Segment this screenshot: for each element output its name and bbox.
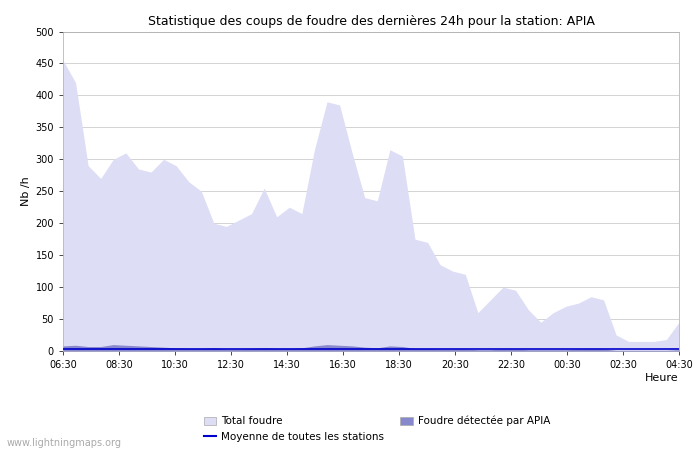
Y-axis label: Nb /h: Nb /h bbox=[21, 176, 32, 206]
Title: Statistique des coups de foudre des dernières 24h pour la station: APIA: Statistique des coups de foudre des dern… bbox=[148, 14, 594, 27]
Text: Heure: Heure bbox=[645, 374, 679, 383]
Legend: Total foudre, Moyenne de toutes les stations, Foudre détectée par APIA: Total foudre, Moyenne de toutes les stat… bbox=[204, 416, 550, 441]
Text: www.lightningmaps.org: www.lightningmaps.org bbox=[7, 438, 122, 448]
